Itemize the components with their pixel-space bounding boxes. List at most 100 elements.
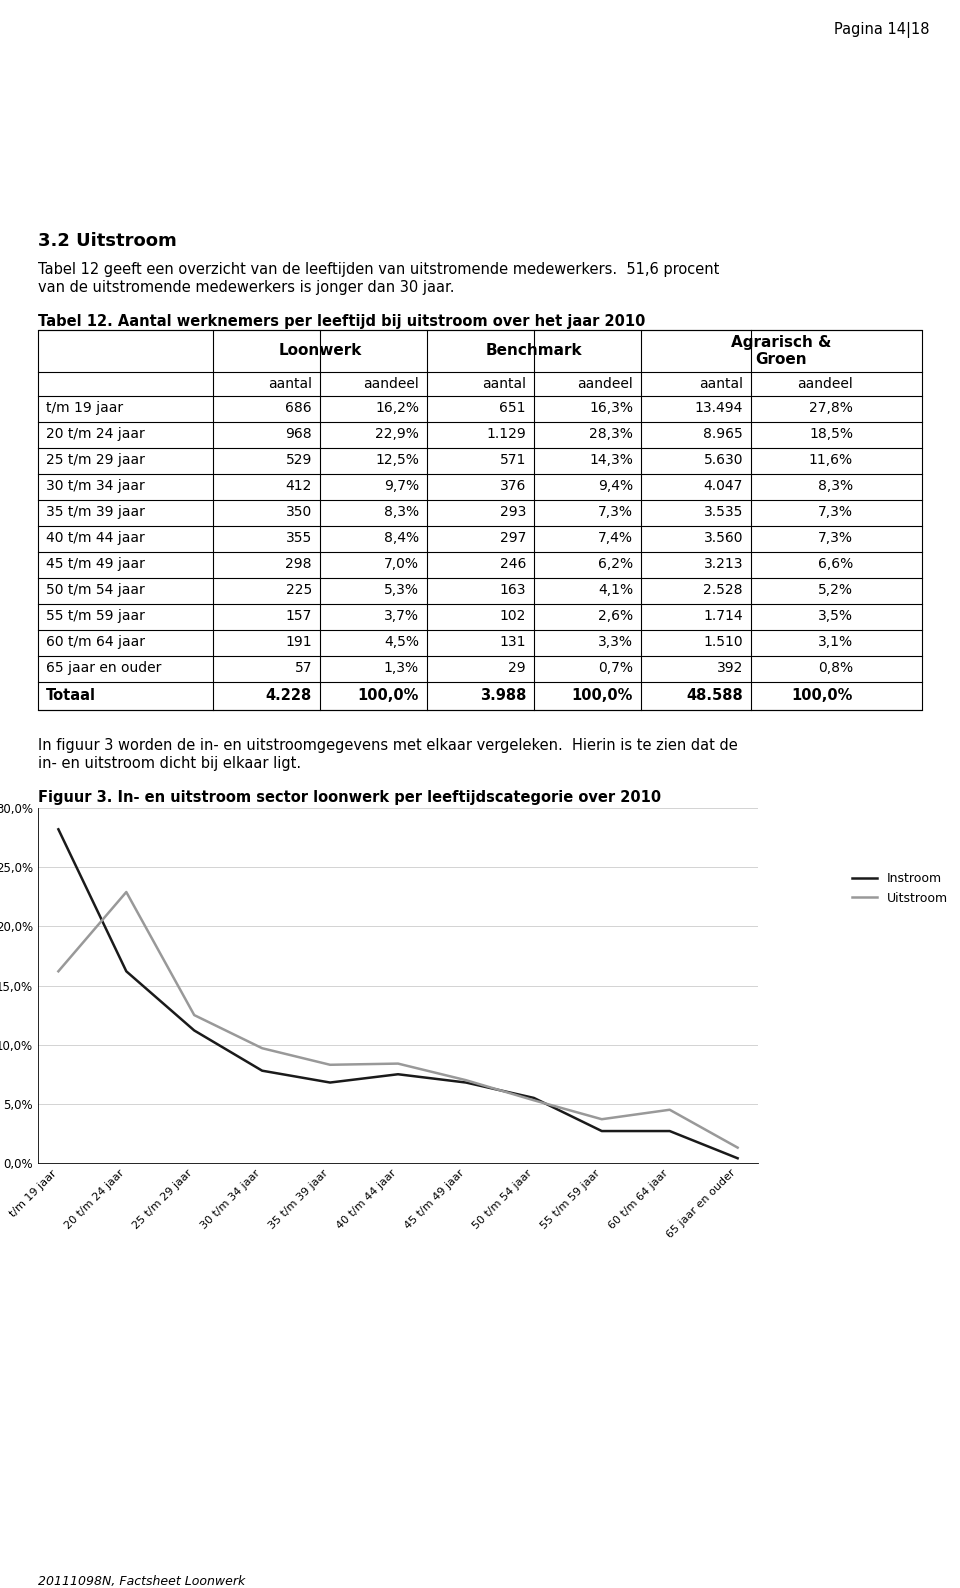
Text: 157: 157 bbox=[286, 610, 312, 622]
Text: aandeel: aandeel bbox=[577, 376, 633, 391]
Text: 4.228: 4.228 bbox=[266, 688, 312, 703]
Text: Groen: Groen bbox=[756, 353, 807, 367]
Instroom bbox=[188, 1021, 200, 1040]
Text: 1.129: 1.129 bbox=[487, 427, 526, 441]
Text: 20 t/m 24 jaar: 20 t/m 24 jaar bbox=[46, 427, 145, 441]
Text: t/m 19 jaar: t/m 19 jaar bbox=[46, 402, 123, 414]
Text: 5.630: 5.630 bbox=[704, 453, 743, 467]
Text: 22,9%: 22,9% bbox=[375, 427, 419, 441]
Text: Agrarisch &: Agrarisch & bbox=[732, 335, 831, 349]
Text: 30 t/m 34 jaar: 30 t/m 34 jaar bbox=[46, 480, 145, 492]
Uitstroom bbox=[460, 1070, 471, 1089]
Text: 28,3%: 28,3% bbox=[589, 427, 633, 441]
Text: 27,8%: 27,8% bbox=[809, 402, 853, 414]
Text: 3,5%: 3,5% bbox=[818, 610, 853, 622]
Text: 20111098N, Factsheet Loonwerk: 20111098N, Factsheet Loonwerk bbox=[38, 1575, 245, 1588]
Text: 9,4%: 9,4% bbox=[598, 480, 633, 492]
Instroom bbox=[53, 819, 64, 838]
Text: 3,1%: 3,1% bbox=[818, 635, 853, 649]
Instroom bbox=[121, 962, 132, 981]
Text: 2.528: 2.528 bbox=[704, 583, 743, 597]
Text: 7,4%: 7,4% bbox=[598, 530, 633, 545]
Text: 100,0%: 100,0% bbox=[792, 688, 853, 703]
Legend: Instroom, Uitstroom: Instroom, Uitstroom bbox=[848, 867, 953, 910]
Text: 1.510: 1.510 bbox=[704, 635, 743, 649]
Uitstroom bbox=[53, 962, 64, 981]
Text: 686: 686 bbox=[285, 402, 312, 414]
Text: 100,0%: 100,0% bbox=[571, 688, 633, 703]
Text: 131: 131 bbox=[499, 635, 526, 649]
Text: 376: 376 bbox=[499, 480, 526, 492]
Text: 6,6%: 6,6% bbox=[818, 557, 853, 572]
Text: 57: 57 bbox=[295, 661, 312, 675]
Text: aandeel: aandeel bbox=[363, 376, 419, 391]
Text: 60 t/m 64 jaar: 60 t/m 64 jaar bbox=[46, 635, 145, 649]
Text: 12,5%: 12,5% bbox=[375, 453, 419, 467]
Instroom bbox=[732, 1148, 743, 1167]
Text: 1,3%: 1,3% bbox=[384, 661, 419, 675]
Text: 191: 191 bbox=[285, 635, 312, 649]
Text: 40 t/m 44 jaar: 40 t/m 44 jaar bbox=[46, 530, 145, 545]
Instroom bbox=[256, 1061, 268, 1080]
Text: Tabel 12. Aantal werknemers per leeftijd bij uitstroom over het jaar 2010: Tabel 12. Aantal werknemers per leeftijd… bbox=[38, 314, 645, 329]
Text: 163: 163 bbox=[499, 583, 526, 597]
Text: Pagina 14|18: Pagina 14|18 bbox=[834, 22, 930, 38]
Text: 7,0%: 7,0% bbox=[384, 557, 419, 572]
Text: 48.588: 48.588 bbox=[686, 688, 743, 703]
Text: 297: 297 bbox=[499, 530, 526, 545]
Text: 100,0%: 100,0% bbox=[358, 688, 419, 703]
Text: 29: 29 bbox=[509, 661, 526, 675]
Text: 0,8%: 0,8% bbox=[818, 661, 853, 675]
Line: Instroom: Instroom bbox=[59, 829, 737, 1158]
Text: 9,7%: 9,7% bbox=[384, 480, 419, 492]
Text: 55 t/m 59 jaar: 55 t/m 59 jaar bbox=[46, 610, 145, 622]
Uitstroom bbox=[732, 1139, 743, 1158]
Uitstroom bbox=[324, 1056, 336, 1075]
Text: 412: 412 bbox=[286, 480, 312, 492]
Text: 65 jaar en ouder: 65 jaar en ouder bbox=[46, 661, 161, 675]
Text: Figuur 3. In- en uitstroom sector loonwerk per leeftijdscategorie over 2010: Figuur 3. In- en uitstroom sector loonwe… bbox=[38, 789, 661, 805]
Text: aantal: aantal bbox=[268, 376, 312, 391]
Text: 392: 392 bbox=[716, 661, 743, 675]
Text: in- en uitstroom dicht bij elkaar ligt.: in- en uitstroom dicht bij elkaar ligt. bbox=[38, 756, 301, 772]
Text: In figuur 3 worden de in- en uitstroomgegevens met elkaar vergeleken.  Hierin is: In figuur 3 worden de in- en uitstroomge… bbox=[38, 738, 737, 753]
Uitstroom bbox=[121, 883, 132, 902]
Text: 3.988: 3.988 bbox=[480, 688, 526, 703]
Text: 529: 529 bbox=[286, 453, 312, 467]
Text: 246: 246 bbox=[499, 557, 526, 572]
Text: 5,3%: 5,3% bbox=[384, 583, 419, 597]
Text: 3.535: 3.535 bbox=[704, 505, 743, 519]
Text: 968: 968 bbox=[285, 427, 312, 441]
Text: 4.047: 4.047 bbox=[704, 480, 743, 492]
Text: 651: 651 bbox=[499, 402, 526, 414]
Text: 8,4%: 8,4% bbox=[384, 530, 419, 545]
Instroom bbox=[324, 1073, 336, 1093]
Uitstroom bbox=[664, 1100, 676, 1120]
Uitstroom bbox=[188, 1005, 200, 1024]
Bar bbox=[38, 330, 922, 710]
Text: 2,6%: 2,6% bbox=[598, 610, 633, 622]
Uitstroom bbox=[256, 1039, 268, 1058]
Text: 3,7%: 3,7% bbox=[384, 610, 419, 622]
Text: 25 t/m 29 jaar: 25 t/m 29 jaar bbox=[46, 453, 145, 467]
Text: 5,2%: 5,2% bbox=[818, 583, 853, 597]
Text: 16,3%: 16,3% bbox=[589, 402, 633, 414]
Instroom bbox=[664, 1121, 676, 1140]
Text: 4,5%: 4,5% bbox=[384, 635, 419, 649]
Text: 8.965: 8.965 bbox=[704, 427, 743, 441]
Text: 16,2%: 16,2% bbox=[375, 402, 419, 414]
Text: 571: 571 bbox=[499, 453, 526, 467]
Text: 7,3%: 7,3% bbox=[598, 505, 633, 519]
Text: 0,7%: 0,7% bbox=[598, 661, 633, 675]
Text: 7,3%: 7,3% bbox=[818, 505, 853, 519]
Text: 3.2 Uitstroom: 3.2 Uitstroom bbox=[38, 232, 177, 249]
Text: 4,1%: 4,1% bbox=[598, 583, 633, 597]
Uitstroom bbox=[393, 1054, 404, 1073]
Instroom bbox=[528, 1088, 540, 1107]
Text: 3,3%: 3,3% bbox=[598, 635, 633, 649]
Text: 18,5%: 18,5% bbox=[809, 427, 853, 441]
Text: 45 t/m 49 jaar: 45 t/m 49 jaar bbox=[46, 557, 145, 572]
Text: 7,3%: 7,3% bbox=[818, 530, 853, 545]
Text: 50 t/m 54 jaar: 50 t/m 54 jaar bbox=[46, 583, 145, 597]
Text: 8,3%: 8,3% bbox=[818, 480, 853, 492]
